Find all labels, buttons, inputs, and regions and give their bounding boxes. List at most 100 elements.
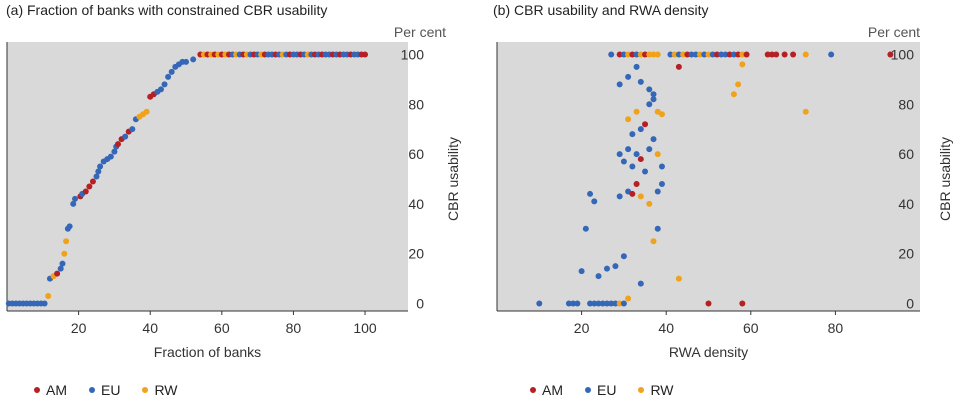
chart-a-y-axis-label: CBR usability (445, 137, 461, 221)
chart-a-y-tick-label: 100 (401, 46, 425, 62)
chart-b-point-rw (739, 51, 746, 58)
chart-b-point-eu (646, 86, 653, 93)
legend-item-eu: EU (89, 382, 120, 398)
chart-b-point-eu (565, 300, 572, 307)
chart-b-point-eu (616, 81, 623, 88)
chart-b-point-eu (612, 300, 619, 307)
legend-item-eu: EU (585, 382, 616, 398)
chart-a-y-tick-label: 0 (416, 296, 424, 312)
chart-b-point-eu (625, 73, 632, 80)
chart-b-point-am (684, 51, 691, 58)
chart-b-point-eu (722, 51, 729, 58)
chart-b-point-eu (620, 51, 627, 58)
chart-b-point-rw (633, 108, 640, 115)
chart-b-point-eu (612, 263, 619, 270)
chart-b-point-eu (654, 188, 661, 195)
chart-b-point-rw (625, 116, 632, 123)
legend-marker-eu (585, 387, 591, 393)
legend-label-am: AM (46, 382, 67, 398)
chart-b-point-eu (629, 163, 636, 170)
chart-b-point-eu (574, 300, 581, 307)
chart-a-point-eu (107, 153, 114, 160)
chart-b-point-eu (633, 51, 640, 58)
chart-b-y-unit: Per cent (868, 24, 920, 40)
chart-b-point-eu (667, 51, 674, 58)
chart-b-point-am (637, 156, 644, 163)
chart-a-point-eu (66, 223, 73, 230)
chart-b-point-rw (680, 51, 687, 58)
chart-b-point-eu (633, 151, 640, 158)
chart-b-point-rw (735, 81, 742, 88)
chart-b-point-am (743, 51, 750, 58)
chart-b-y-tick-label: 40 (898, 196, 914, 212)
chart-b-point-am (726, 51, 733, 58)
chart-a-point-eu (183, 58, 190, 65)
chart-a-x-tick-label: 80 (286, 320, 302, 336)
legend-label-rw: RW (154, 382, 178, 398)
chart-b-point-rw (650, 51, 657, 58)
chart-b-point-eu (625, 146, 632, 153)
chart-b-point-eu (616, 151, 623, 158)
chart-b-point-eu (701, 51, 708, 58)
chart-b-point-am (713, 51, 720, 58)
chart-b-point-am (633, 180, 640, 187)
chart-a-y-tick-label: 40 (408, 196, 424, 212)
chart-a-legend: AM EU RW (34, 382, 178, 398)
chart-a-point-eu (93, 173, 100, 180)
chart-b-y-axis-label: CBR usability (937, 137, 953, 221)
chart-b-point-eu (654, 225, 661, 232)
chart-a-plot-area (7, 42, 408, 311)
chart-b-point-eu (603, 300, 610, 307)
chart-b-point-rw (730, 91, 737, 98)
chart-b-point-rw (671, 51, 678, 58)
chart-b-point-eu (642, 168, 649, 175)
chart-b-legend: AM EU RW (530, 382, 674, 398)
chart-b-point-eu (637, 126, 644, 133)
legend-item-rw: RW (638, 382, 674, 398)
chart-b-point-am (629, 51, 636, 58)
chart-b-point-eu (730, 51, 737, 58)
chart-a-point-eu (59, 260, 66, 267)
chart-b-y-tick-label: 20 (898, 246, 914, 262)
chart-b-point-am (781, 51, 788, 58)
chart-a-point-eu (111, 148, 118, 155)
chart-b-point-rw (697, 51, 704, 58)
chart-a-point-eu (161, 81, 168, 88)
chart-a-point-eu (72, 195, 79, 202)
chart-a-x-tick-label: 60 (214, 320, 230, 336)
chart-b-point-rw (658, 111, 665, 118)
chart-b-point-eu (591, 198, 598, 205)
legend-marker-rw (638, 387, 645, 393)
chart-b-x-tick-label: 20 (574, 320, 590, 336)
chart-b-point-eu (646, 101, 653, 108)
chart-a-x-tick-label: 40 (142, 320, 158, 336)
chart-b-y-tick-label: 60 (898, 146, 914, 162)
chart-b-point-eu (658, 180, 665, 187)
chart-b-x-axis-label: RWA density (669, 344, 748, 360)
chart-a-point-am (86, 183, 93, 190)
chart-b-point-eu (629, 131, 636, 138)
chart-a-point-eu (95, 168, 102, 175)
chart-b-point-eu (578, 268, 585, 275)
chart-b-point-eu (709, 51, 716, 58)
chart-b-point-eu (570, 300, 577, 307)
chart-a-y-unit: Per cent (394, 24, 446, 40)
chart-b-point-am (705, 300, 712, 307)
chart-b-point-rw (654, 51, 661, 58)
chart-b-point-rw (637, 193, 644, 200)
legend-marker-am (530, 387, 536, 393)
chart-a-point-eu (41, 300, 48, 307)
chart-b-point-eu (595, 273, 602, 280)
chart-b-x-tick-label: 80 (828, 320, 844, 336)
chart-a-point-eu (122, 133, 129, 140)
chart-b-point-eu (692, 51, 699, 58)
chart-b-point-am (739, 300, 746, 307)
chart-b-point-eu (603, 265, 610, 272)
chart-b-point-eu (637, 280, 644, 287)
chart-b-point-am (642, 121, 649, 128)
chart-b-point-eu (595, 300, 602, 307)
chart-b-point-eu (536, 300, 543, 307)
chart-b-point-eu (828, 51, 835, 58)
chart-b-point-eu (650, 91, 657, 98)
